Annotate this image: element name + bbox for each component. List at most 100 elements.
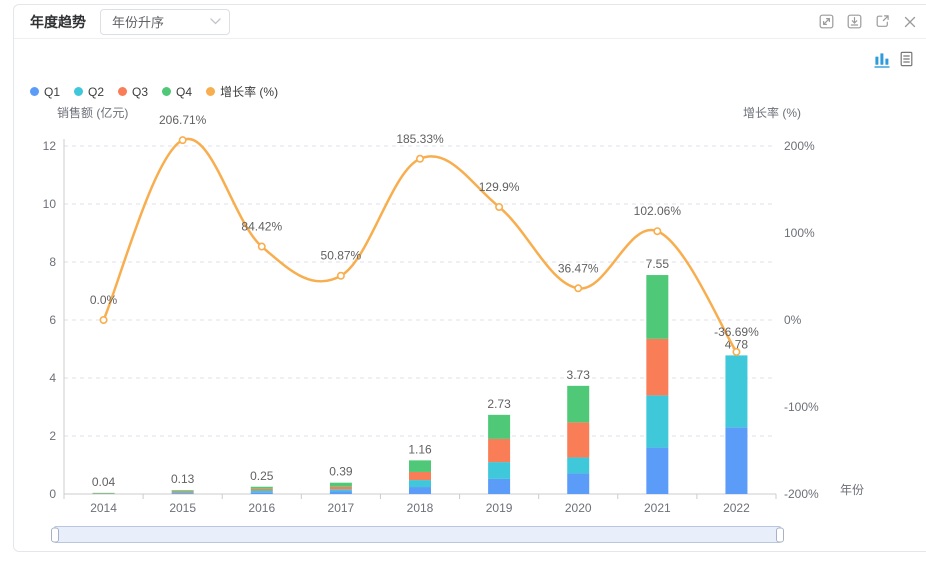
bar-segment-q3-2020[interactable] [567, 422, 590, 458]
line-point-2017[interactable] [336, 271, 345, 280]
bar-segment-q1-2016[interactable] [250, 492, 273, 494]
bar-total-label: 0.04 [92, 475, 116, 489]
bar-segment-q3-2016[interactable] [250, 488, 273, 491]
fullscreen-button[interactable] [818, 14, 834, 30]
bar-total-label: 7.55 [646, 257, 670, 271]
bar-segment-q1-2019[interactable] [488, 478, 511, 494]
line-point-2016[interactable] [257, 242, 266, 251]
legend-item-q1[interactable]: Q1 [30, 83, 60, 100]
left-axis-title: 销售额 (亿元) [57, 106, 129, 120]
line-point-2022[interactable] [732, 347, 741, 356]
line-point-2019[interactable] [495, 202, 504, 211]
bar-segment-q2-2021[interactable] [646, 395, 669, 448]
right-axis-tick-label: -100% [784, 400, 819, 414]
bar-segment-q4-2017[interactable] [329, 482, 352, 487]
bar-segment-q1-2020[interactable] [567, 473, 590, 494]
bar-segment-q2-2016[interactable] [250, 490, 273, 493]
line-point-2020[interactable] [574, 284, 583, 293]
chart-card: 年度趋势 年份升序 [13, 4, 926, 552]
bar-segment-q1-2021[interactable] [646, 447, 669, 494]
x-axis-category-label: 2016 [248, 501, 275, 515]
line-point-2018[interactable] [415, 154, 424, 163]
close-button[interactable] [902, 14, 918, 30]
x-axis-category-label: 2019 [486, 501, 513, 515]
x-axis-title: 年份 [840, 483, 865, 497]
line-point-label: 0.0% [90, 293, 118, 307]
line-point-2014[interactable] [99, 315, 108, 324]
legend-item-q3[interactable]: Q3 [118, 83, 148, 100]
bar-segment-q3-2021[interactable] [646, 338, 669, 396]
legend-dot-q1 [30, 87, 39, 96]
bar-segment-q4-2019[interactable] [488, 414, 511, 439]
bar-segment-q1-2022[interactable] [725, 427, 748, 494]
line-point-label: 36.47% [558, 261, 599, 275]
right-axis-tick-label: 0% [784, 313, 802, 327]
left-axis-tick-label: 10 [43, 197, 57, 211]
legend-label: Q3 [132, 84, 149, 99]
download-button[interactable] [846, 14, 862, 30]
line-point-label: 84.42% [241, 220, 282, 234]
line-point-2015[interactable] [178, 136, 187, 145]
bar-segment-q2-2022[interactable] [725, 355, 748, 428]
legend-dot-q4 [162, 87, 172, 96]
bar-total-label: 0.13 [171, 472, 195, 486]
bar-total-label: 2.73 [487, 397, 511, 411]
growth-rate-line [102, 137, 738, 354]
x-axis-category-label: 2021 [644, 501, 671, 515]
datazoom-right-handle[interactable] [776, 527, 784, 542]
expand-icon [819, 14, 834, 29]
card-header: 年度趋势 年份升序 [14, 5, 926, 39]
line-point-label: 50.87% [321, 249, 362, 263]
left-axis-tick-label: 6 [49, 313, 56, 327]
download-icon [847, 14, 862, 29]
legend-item-q4[interactable]: Q4 [162, 83, 192, 100]
left-axis-tick-label: 8 [49, 255, 56, 269]
legend-item-q2[interactable]: Q2 [74, 83, 104, 100]
data-view-toggle[interactable] [899, 51, 914, 67]
datazoom-left-handle[interactable] [51, 527, 59, 542]
external-link-icon [875, 14, 890, 29]
bar-segment-q2-2018[interactable] [409, 480, 431, 488]
bar-segment-q4-2021[interactable] [646, 275, 669, 339]
x-axis-category-label: 2017 [328, 501, 355, 515]
bar-segment-q3-2015[interactable] [171, 491, 194, 493]
bar-segment-q4-2020[interactable] [567, 385, 590, 423]
bar-segment-q1-2017[interactable] [329, 491, 352, 494]
bar-segment-q4-2014[interactable] [92, 492, 115, 494]
bar-segment-q4-2015[interactable] [171, 490, 194, 492]
legend-label: Q4 [176, 84, 193, 99]
bar-segment-q4-2018[interactable] [409, 460, 431, 472]
open-external-button[interactable] [874, 14, 890, 30]
bar-segment-q4-2016[interactable] [250, 486, 273, 489]
left-axis-tick-label: 0 [49, 487, 56, 501]
bar-segment-q2-2015[interactable] [171, 492, 194, 494]
bar-segment-q2-2017[interactable] [329, 489, 352, 492]
bar-segment-q1-2015[interactable] [171, 493, 194, 494]
line-point-label: 206.71% [159, 113, 207, 127]
bar-total-label: 1.16 [408, 442, 432, 456]
right-axis-tick-label: 200% [784, 139, 815, 153]
bar-segment-q3-2017[interactable] [329, 486, 352, 490]
bar-total-label: 3.73 [567, 368, 591, 382]
legend-label: Q2 [88, 84, 105, 99]
bar-segment-q3-2019[interactable] [488, 438, 511, 463]
bar-segment-q1-2018[interactable] [409, 487, 431, 494]
line-point-label: 129.9% [479, 180, 520, 194]
datazoom-slider[interactable] [51, 526, 784, 543]
sort-select[interactable]: 年份升序 [100, 8, 230, 35]
bar-segment-q3-2018[interactable] [409, 471, 431, 481]
data-view-icon [899, 51, 914, 67]
bar-segment-q2-2019[interactable] [488, 462, 511, 479]
bar-chart-toggle[interactable] [874, 51, 890, 68]
window-actions [818, 14, 918, 30]
bar-total-label: 0.25 [250, 469, 274, 483]
right-axis-tick-label: 100% [784, 226, 815, 240]
x-axis-category-label: 2014 [90, 501, 117, 515]
bar-segment-q2-2020[interactable] [567, 457, 590, 474]
sort-select-value: 年份升序 [112, 15, 165, 30]
x-axis-category-label: 2018 [407, 501, 434, 515]
legend-item-growth-rate[interactable]: 增长率 (%) [206, 83, 278, 100]
right-axis-title: 增长率 (%) [743, 106, 801, 120]
line-point-2021[interactable] [653, 227, 662, 236]
